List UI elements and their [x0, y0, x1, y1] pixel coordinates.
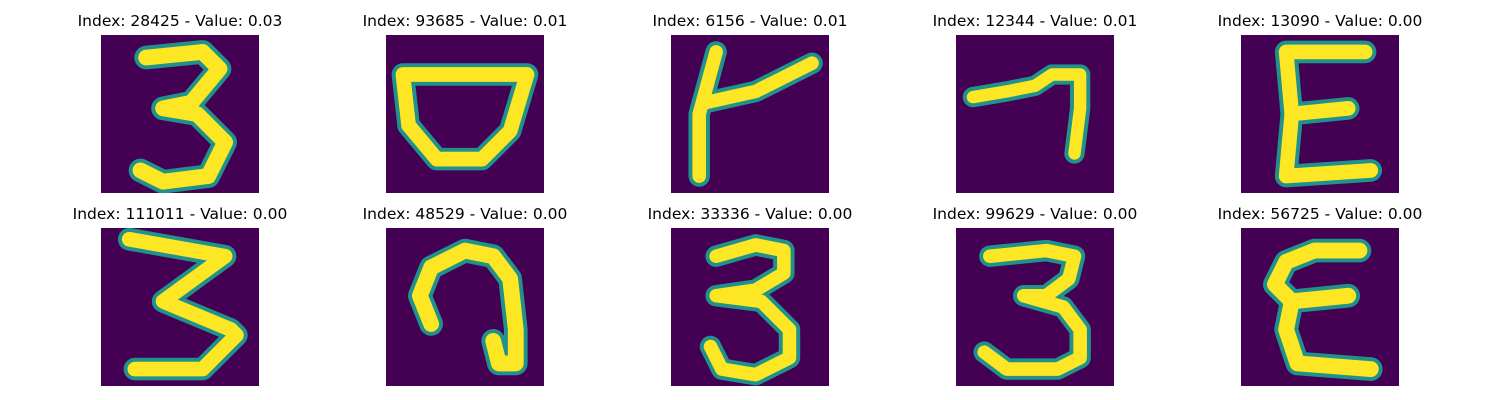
panel-7: Index: 48529 - Value: 0.00	[345, 205, 585, 386]
panel-title: Index: 99629 - Value: 0.00	[932, 205, 1138, 223]
panel-5: Index: 13090 - Value: 0.00	[1200, 12, 1440, 193]
digit-3-image	[956, 228, 1114, 386]
bowl-glyph-image	[386, 35, 544, 193]
letter-e-image	[1241, 228, 1399, 386]
panel-title: Index: 13090 - Value: 0.00	[1217, 12, 1423, 30]
panel-10: Index: 56725 - Value: 0.00	[1200, 205, 1440, 386]
panel-title: Index: 12344 - Value: 0.01	[932, 12, 1138, 30]
panel-title: Index: 33336 - Value: 0.00	[647, 205, 853, 223]
panel-title: Index: 111011 - Value: 0.00	[72, 205, 288, 223]
panel-title: Index: 93685 - Value: 0.01	[362, 12, 568, 30]
panel-title: Index: 48529 - Value: 0.00	[362, 205, 568, 223]
panel-title: Index: 6156 - Value: 0.01	[652, 12, 848, 30]
digit-3-zigzag-image	[101, 228, 259, 386]
k-like-glyph-image	[671, 35, 829, 193]
panel-2: Index: 93685 - Value: 0.01	[345, 12, 585, 193]
panel-title: Index: 56725 - Value: 0.00	[1217, 205, 1423, 223]
letter-e-image	[1241, 35, 1399, 193]
panel-3: Index: 6156 - Value: 0.01	[630, 12, 870, 193]
hook-glyph-image	[386, 228, 544, 386]
digit-3-image	[671, 228, 829, 386]
seven-glyph-image	[956, 35, 1114, 193]
panel-title: Index: 28425 - Value: 0.03	[77, 12, 283, 30]
panel-1: Index: 28425 - Value: 0.03	[60, 12, 300, 193]
panel-4: Index: 12344 - Value: 0.01	[915, 12, 1155, 193]
digit-3-image	[101, 35, 259, 193]
panel-9: Index: 99629 - Value: 0.00	[915, 205, 1155, 386]
panel-8: Index: 33336 - Value: 0.00	[630, 205, 870, 386]
panel-6: Index: 111011 - Value: 0.00	[60, 205, 300, 386]
